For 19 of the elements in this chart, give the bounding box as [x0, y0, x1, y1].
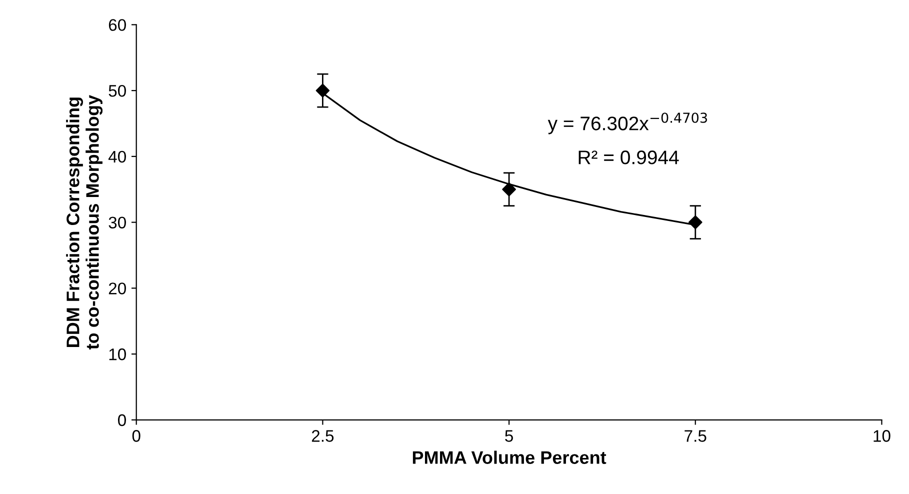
annotation: R² = 0.9944	[578, 150, 679, 164]
annotation: y = 76.302x$^{−0.4703}$	[548, 112, 708, 134]
y-tick-label: 10	[109, 348, 126, 360]
x-tick-label: 7.5	[684, 430, 706, 442]
y-tick-label: 30	[108, 216, 126, 229]
point	[502, 182, 516, 196]
y-tick-label: 20	[108, 282, 126, 294]
y-axis-title: DDM Fraction Corresponding to co-continuous Morphology	[66, 95, 103, 350]
y-tick-label: 60	[108, 19, 126, 31]
x-tick-label: 2.5	[312, 430, 334, 442]
y-tick-label: 40	[108, 150, 126, 163]
point	[316, 84, 330, 98]
x-tick-label: 10	[874, 430, 890, 442]
y-tick-label: 0	[118, 414, 126, 426]
x-tick-label: 0	[132, 430, 140, 442]
point	[688, 215, 702, 230]
x-tick-label: 5	[505, 430, 513, 442]
y-tick-label: 50	[108, 84, 126, 97]
x-axis-title: PMMA Volume Percent	[412, 450, 606, 464]
